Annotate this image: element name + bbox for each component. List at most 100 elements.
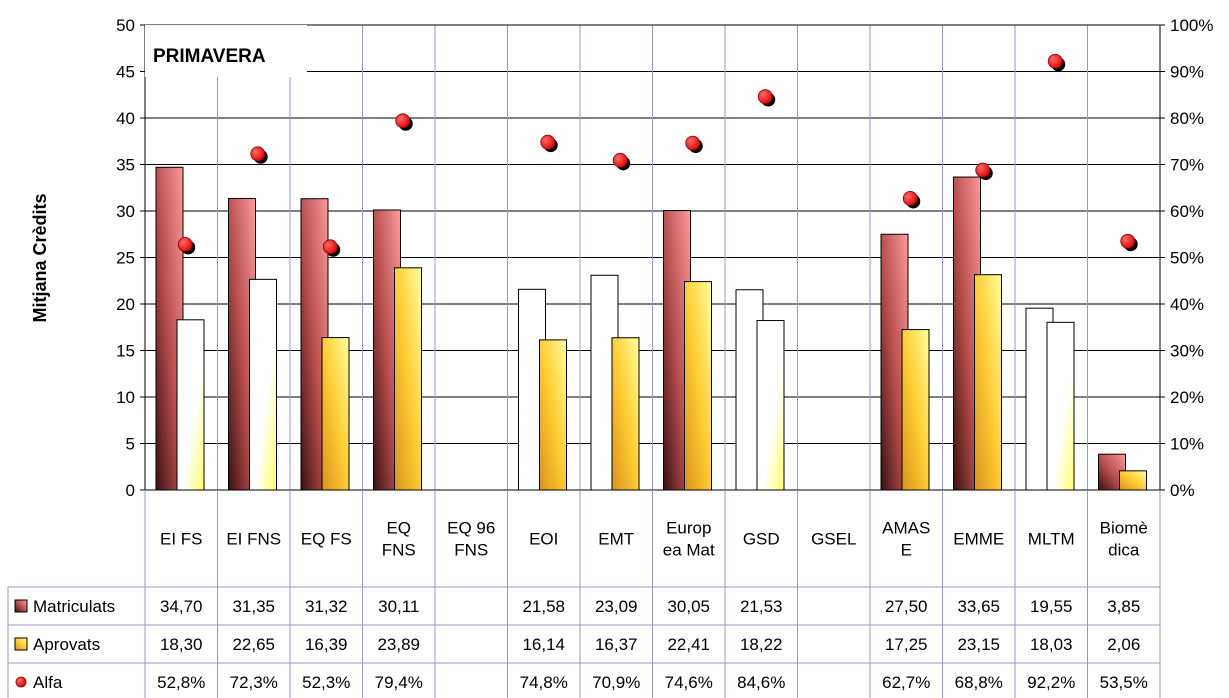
y2-tick-label: 90% xyxy=(1170,63,1204,82)
data-label: 19,55 xyxy=(1030,597,1073,616)
data-label: 17,25 xyxy=(885,635,928,654)
data-label: 18,03 xyxy=(1030,635,1073,654)
bars xyxy=(155,166,1147,491)
y-tick-label: 45 xyxy=(116,63,135,82)
bar-aprovats xyxy=(249,278,277,491)
category-label: EQ FS xyxy=(301,530,352,549)
data-label: 27,50 xyxy=(885,597,928,616)
y2-tick-label: 60% xyxy=(1170,202,1204,221)
category-label: EQ xyxy=(386,519,411,538)
legend-label: Aprovats xyxy=(33,635,100,654)
category-label: Biomè xyxy=(1100,519,1148,538)
data-label: 21,53 xyxy=(740,597,783,616)
data-label: 31,35 xyxy=(232,597,275,616)
tick-labels: 0 5 10 15 20 25 30 35 40 45 50 0% 10% 20% 30% 40% 50% 60%… xyxy=(30,16,1213,500)
category-label: GSEL xyxy=(811,530,856,549)
y2-tick-label: 30% xyxy=(1170,342,1204,361)
data-label: 21,58 xyxy=(522,597,565,616)
data-label: 16,39 xyxy=(305,635,348,654)
alfa-point xyxy=(757,89,773,105)
data-label: 23,89 xyxy=(377,635,420,654)
bar-aprovats xyxy=(1046,321,1075,491)
alfa-points xyxy=(177,53,1138,257)
alfa-point xyxy=(250,146,266,162)
alfa-point xyxy=(322,239,338,255)
data-label: 52,3% xyxy=(302,673,350,692)
alfa-point xyxy=(612,152,628,168)
y2-tick-label: 20% xyxy=(1170,388,1204,407)
data-label: 92,2% xyxy=(1027,673,1075,692)
y2-tick-label: 100% xyxy=(1170,16,1213,35)
y2-tick-label: 10% xyxy=(1170,435,1204,454)
bar-aprovats xyxy=(1119,470,1147,491)
alfa-point xyxy=(177,237,193,252)
chart-title-box: PRIMAVERA xyxy=(145,25,307,77)
y-axis-label: Mitjana Crèdits xyxy=(30,193,50,322)
data-label: 33,65 xyxy=(957,597,1000,616)
bar-aprovats xyxy=(756,320,785,491)
data-label: 22,65 xyxy=(232,635,275,654)
data-label: 52,8% xyxy=(157,673,205,692)
category-label: EQ 96 xyxy=(447,519,495,538)
y2-tick-label: 50% xyxy=(1170,249,1204,268)
alfa-point xyxy=(1120,233,1136,249)
category-label: FNS xyxy=(454,541,488,560)
legend-label: Alfa xyxy=(33,673,63,692)
data-label: 30,11 xyxy=(378,597,419,616)
category-label: EI FNS xyxy=(226,530,281,549)
y2-tick-label: 70% xyxy=(1170,156,1204,175)
data-label: 23,09 xyxy=(595,597,638,616)
category-label: ea Mat xyxy=(663,541,715,560)
data-label: 53,5% xyxy=(1100,673,1148,692)
category-label: AMAS xyxy=(882,519,930,538)
category-label: MLTM xyxy=(1028,530,1075,549)
data-label: 16,14 xyxy=(522,635,565,654)
y-tick-label: 20 xyxy=(116,295,135,314)
bar-aprovats xyxy=(321,337,350,491)
data-label: 79,4% xyxy=(375,673,423,692)
category-label: EMME xyxy=(953,530,1004,549)
title-background xyxy=(145,25,307,77)
category-label: EI FS xyxy=(160,530,203,549)
y2-tick-label: 40% xyxy=(1170,295,1204,314)
bar-aprovats xyxy=(394,267,422,491)
data-label: 18,22 xyxy=(740,635,783,654)
y-tick-label: 15 xyxy=(116,342,135,361)
legend-key-matriculats xyxy=(14,599,28,613)
category-label: GSD xyxy=(743,530,780,549)
y-tick-label: 5 xyxy=(126,435,135,454)
alfa-point xyxy=(1047,53,1063,69)
bar-aprovats xyxy=(684,281,712,491)
alfa-point xyxy=(395,113,411,129)
data-label: 18,30 xyxy=(160,635,203,654)
chart-title: PRIMAVERA xyxy=(153,46,266,67)
data-label: 23,15 xyxy=(957,635,1000,654)
data-label: 62,7% xyxy=(882,673,930,692)
category-label: E xyxy=(901,541,912,560)
data-label: 68,8% xyxy=(955,673,1003,692)
data-table: EI FS EI FNS EQ FS EQ FNS EQ 96 FNS EOI EMT Europ… xyxy=(7,490,1161,698)
data-label: 31,32 xyxy=(305,597,348,616)
y-tick-label: 40 xyxy=(116,109,135,128)
bar-aprovats xyxy=(539,339,567,491)
data-label: 84,6% xyxy=(737,673,785,692)
category-label: EOI xyxy=(529,530,558,549)
y2-tick-label: 0% xyxy=(1170,481,1195,500)
alfa-point xyxy=(902,191,918,206)
category-label: dica xyxy=(1108,541,1140,560)
category-label: FNS xyxy=(382,541,416,560)
data-label: 74,8% xyxy=(520,673,568,692)
data-label: 22,41 xyxy=(667,635,710,654)
data-label: 74,6% xyxy=(665,673,713,692)
data-label: 72,3% xyxy=(230,673,278,692)
legend-key-alfa xyxy=(15,676,27,688)
y-tick-label: 25 xyxy=(116,249,135,268)
y-tick-label: 0 xyxy=(126,481,135,500)
y2-tick-label: 80% xyxy=(1170,109,1204,128)
data-label: 30,05 xyxy=(667,597,710,616)
data-label: 2,06 xyxy=(1107,635,1140,654)
alfa-point xyxy=(685,135,701,151)
axes xyxy=(140,24,1165,491)
data-label: 70,9% xyxy=(592,673,640,692)
